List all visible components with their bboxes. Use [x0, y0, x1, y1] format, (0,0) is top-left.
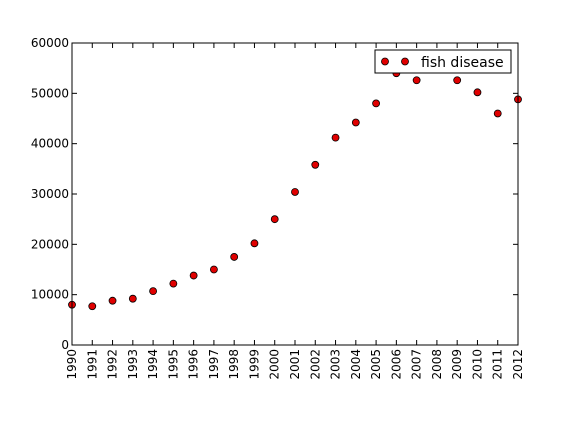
data-point-1996 [189, 271, 198, 280]
data-point-1993 [128, 294, 137, 303]
x-tick-label-21: 2011 [491, 349, 505, 380]
x-tick-label-7: 1997 [207, 349, 221, 380]
x-axis: 1990 1991 1992 1993 1994 1995 1996 1997 1998 1999… [65, 43, 525, 380]
data-point-2007 [412, 76, 421, 85]
x-tick-label-9: 1999 [247, 349, 261, 380]
x-tick-label-11: 2001 [288, 349, 302, 380]
data-point-2009 [453, 76, 462, 85]
x-tick-label-4: 1994 [146, 349, 160, 380]
y-tick-label-2: 20000 [31, 237, 69, 251]
x-tick-label-12: 2002 [308, 349, 322, 380]
x-tick-label-0: 1990 [65, 349, 79, 380]
data-point-1997 [210, 265, 218, 274]
legend-box [374, 49, 512, 74]
y-axis: 0 10000 20000 30000 40000 50000 60000 [31, 36, 518, 352]
x-tick-label-3: 1993 [126, 349, 140, 380]
legend-marker-2 [401, 57, 409, 66]
y-tick-label-6: 60000 [31, 36, 69, 50]
data-point-1998 [230, 253, 239, 261]
legend: fish disease [374, 49, 512, 74]
data-point-2003 [331, 133, 340, 142]
data-point-1992 [108, 296, 117, 305]
legend-label: fish disease [421, 55, 504, 71]
data-point-2000 [270, 215, 279, 224]
y-tick-label-3: 30000 [31, 187, 69, 201]
data-point-2005 [372, 99, 380, 108]
x-tick-label-17: 2007 [410, 349, 424, 380]
data-point-2011 [493, 109, 502, 118]
data-point-1991 [88, 302, 97, 311]
x-tick-label-22: 2012 [511, 349, 525, 380]
x-tick-label-15: 2005 [369, 349, 383, 380]
data-point-2002 [311, 160, 320, 169]
data-point-2004 [351, 118, 360, 127]
y-tick-label-1: 10000 [31, 288, 69, 302]
data-point-2001 [291, 188, 299, 196]
data-point-1999 [250, 239, 259, 248]
y-tick-label-0: 0 [61, 338, 69, 352]
data-point-2010 [473, 88, 482, 97]
y-tick-label-4: 40000 [31, 137, 69, 151]
x-tick-label-19: 2009 [450, 349, 464, 380]
x-tick-label-16: 2006 [389, 349, 403, 380]
legend-marker-1 [381, 57, 389, 66]
data-points [68, 69, 522, 311]
y-tick-label-5: 50000 [31, 86, 69, 100]
x-tick-label-8: 1998 [227, 349, 241, 380]
x-tick-label-13: 2003 [329, 349, 343, 380]
x-tick-label-6: 1996 [187, 349, 201, 380]
data-point-1995 [169, 279, 178, 288]
data-point-1994 [149, 287, 157, 296]
x-tick-label-2: 1992 [106, 349, 120, 380]
x-tick-label-10: 2000 [268, 349, 282, 380]
x-tick-label-5: 1995 [166, 349, 180, 380]
x-tick-label-18: 2008 [430, 349, 444, 380]
x-tick-label-20: 2010 [470, 349, 484, 380]
x-tick-label-14: 2004 [349, 349, 363, 380]
x-tick-label-1: 1991 [85, 349, 99, 380]
